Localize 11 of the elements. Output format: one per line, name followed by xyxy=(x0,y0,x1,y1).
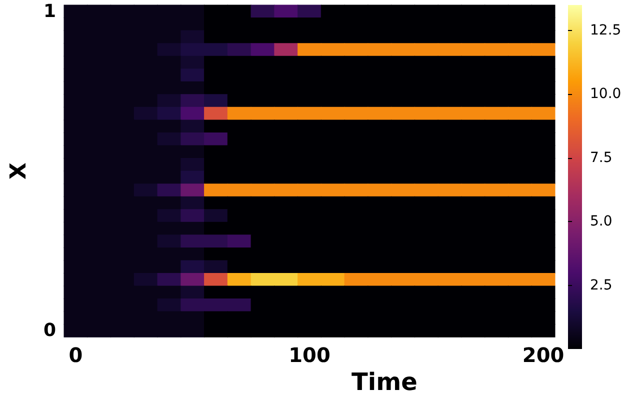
x-tick-label: 0 xyxy=(68,343,83,368)
y-axis-title: X xyxy=(6,162,32,180)
color-bar-label: 5.0 xyxy=(590,214,612,230)
color-bar-label: 7.5 xyxy=(590,150,612,166)
color-bar-label: 12.5 xyxy=(590,22,622,38)
x-tick-label: 100 xyxy=(288,343,330,368)
color-bar-label: 2.5 xyxy=(590,277,612,294)
x-tick-label: 200 xyxy=(522,343,564,368)
x-axis-title: Time xyxy=(352,368,418,396)
y-tick-label: 1 xyxy=(43,0,56,22)
color-bar-label: 10.0 xyxy=(590,86,622,102)
